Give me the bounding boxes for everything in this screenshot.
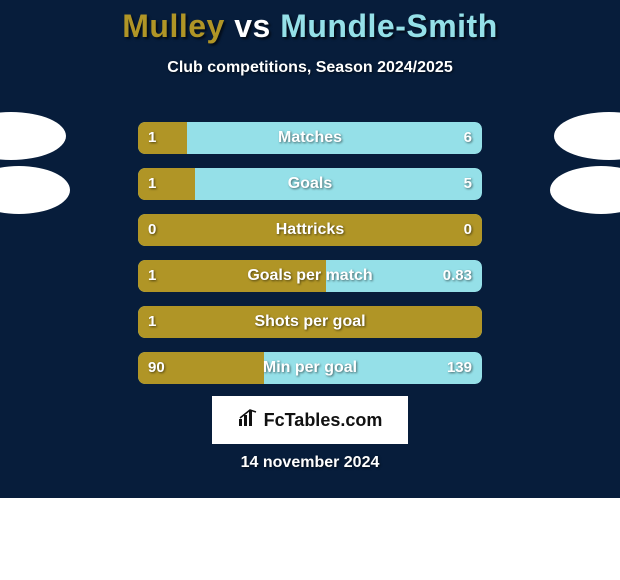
- logo-box[interactable]: FcTables.com: [212, 396, 408, 444]
- stat-label: Min per goal: [138, 352, 482, 384]
- avatar-left-shape-2: [0, 166, 70, 214]
- date-text: 14 november 2024: [0, 454, 620, 472]
- logo-text: FcTables.com: [238, 409, 383, 432]
- stats-bars: 1 Matches 6 1 Goals 5 0 Hattricks 0 1 Go…: [138, 122, 482, 398]
- stat-row: 1 Matches 6: [138, 122, 482, 154]
- comparison-panel: Mulley vs Mundle-Smith Club competitions…: [0, 0, 620, 498]
- avatar-left-shape-1: [0, 112, 66, 160]
- stat-row: 0 Hattricks 0: [138, 214, 482, 246]
- page-title: Mulley vs Mundle-Smith: [0, 0, 620, 45]
- player-right-name: Mundle-Smith: [280, 8, 498, 44]
- stat-label: Goals per match: [138, 260, 482, 292]
- stat-value-right: 0: [464, 214, 472, 246]
- stat-label: Matches: [138, 122, 482, 154]
- stat-row: 1 Shots per goal: [138, 306, 482, 338]
- bar-chart-icon: [238, 409, 260, 432]
- stat-value-right: 6: [464, 122, 472, 154]
- stat-row: 1 Goals per match 0.83: [138, 260, 482, 292]
- player-left-name: Mulley: [122, 8, 225, 44]
- stat-row: 1 Goals 5: [138, 168, 482, 200]
- vs-text: vs: [234, 8, 271, 44]
- logo-label: FcTables.com: [264, 410, 383, 431]
- subtitle-text: Club competitions, Season 2024/2025: [0, 59, 620, 77]
- stat-value-right: 0.83: [443, 260, 472, 292]
- stat-label: Hattricks: [138, 214, 482, 246]
- avatar-right-shape-1: [554, 112, 620, 160]
- avatar-right-shape-2: [550, 166, 620, 214]
- stat-value-right: 139: [447, 352, 472, 384]
- stat-row: 90 Min per goal 139: [138, 352, 482, 384]
- stat-value-right: 5: [464, 168, 472, 200]
- stat-label: Goals: [138, 168, 482, 200]
- stat-label: Shots per goal: [138, 306, 482, 338]
